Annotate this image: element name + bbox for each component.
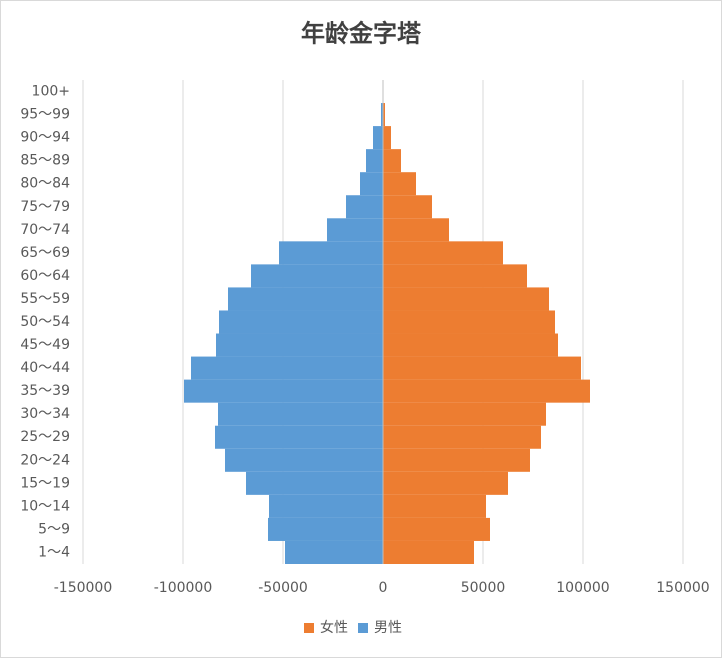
y-tick-label: 70～74 <box>20 222 70 238</box>
y-tick-label: 1～4 <box>38 544 70 560</box>
bar <box>383 310 555 334</box>
bar <box>383 471 508 495</box>
y-tick-label: 50～54 <box>20 314 70 330</box>
x-tick-label: 50000 <box>461 580 506 596</box>
bar <box>191 356 383 380</box>
bar <box>216 333 383 357</box>
bar <box>279 241 383 265</box>
y-tick-label: 10～14 <box>20 498 70 514</box>
bar <box>225 448 383 472</box>
x-tick-label: 100000 <box>556 580 609 596</box>
x-tick-label: 0 <box>379 580 388 596</box>
bar <box>246 471 383 495</box>
y-tick-label: 85～89 <box>20 153 70 169</box>
y-tick-label: 45～49 <box>20 337 70 353</box>
bar <box>228 287 383 311</box>
bar <box>373 126 383 150</box>
y-tick-label: 90～94 <box>20 130 70 146</box>
bar <box>383 333 558 357</box>
bar <box>215 425 383 449</box>
y-tick-label: 30～34 <box>20 406 70 422</box>
legend-swatch <box>304 623 314 633</box>
bar <box>383 172 416 196</box>
bar <box>383 218 449 242</box>
y-tick-label: 100+ <box>32 84 70 100</box>
chart-title: 年龄金字塔 <box>301 19 422 48</box>
y-tick-label: 15～19 <box>20 475 70 491</box>
bar <box>383 448 530 472</box>
bar <box>184 379 383 403</box>
bar <box>383 195 432 219</box>
bar <box>383 379 590 403</box>
bar <box>268 517 383 541</box>
bar <box>381 103 383 127</box>
y-tick-label: 55～59 <box>20 291 70 307</box>
bar <box>366 149 383 173</box>
y-tick-label: 35～39 <box>20 383 70 399</box>
bar <box>383 425 541 449</box>
bar <box>383 494 486 518</box>
y-tick-label: 5～9 <box>38 521 70 537</box>
legend-label: 女性 <box>320 619 348 636</box>
y-tick-label: 25～29 <box>20 429 70 445</box>
bar <box>383 287 549 311</box>
x-tick-label: -50000 <box>258 580 308 596</box>
legend-label: 男性 <box>374 620 402 636</box>
bar <box>269 494 383 518</box>
bar <box>383 356 581 380</box>
x-tick-label: -150000 <box>54 580 113 596</box>
y-tick-label: 20～24 <box>20 452 70 468</box>
bar <box>383 517 490 541</box>
bar <box>327 218 383 242</box>
y-tick-label: 40～44 <box>20 360 70 376</box>
bar <box>251 264 383 288</box>
bar <box>383 149 401 173</box>
bar <box>383 241 503 265</box>
bar <box>383 103 385 127</box>
x-tick-label: 150000 <box>656 580 709 596</box>
y-tick-label: 75～79 <box>20 199 70 215</box>
bar <box>346 195 383 219</box>
legend-swatch <box>358 623 368 633</box>
bar <box>285 540 383 564</box>
y-tick-label: 95～99 <box>20 107 70 123</box>
y-tick-label: 80～84 <box>20 176 70 192</box>
bar <box>360 172 383 196</box>
bar <box>218 402 383 426</box>
x-tick-label: -100000 <box>154 580 213 596</box>
bar <box>383 540 474 564</box>
bar <box>219 310 383 334</box>
y-tick-label: 65～69 <box>20 245 70 261</box>
y-tick-label: 60～64 <box>20 268 70 284</box>
bar <box>383 126 391 150</box>
bar <box>383 264 527 288</box>
bar <box>383 402 546 426</box>
